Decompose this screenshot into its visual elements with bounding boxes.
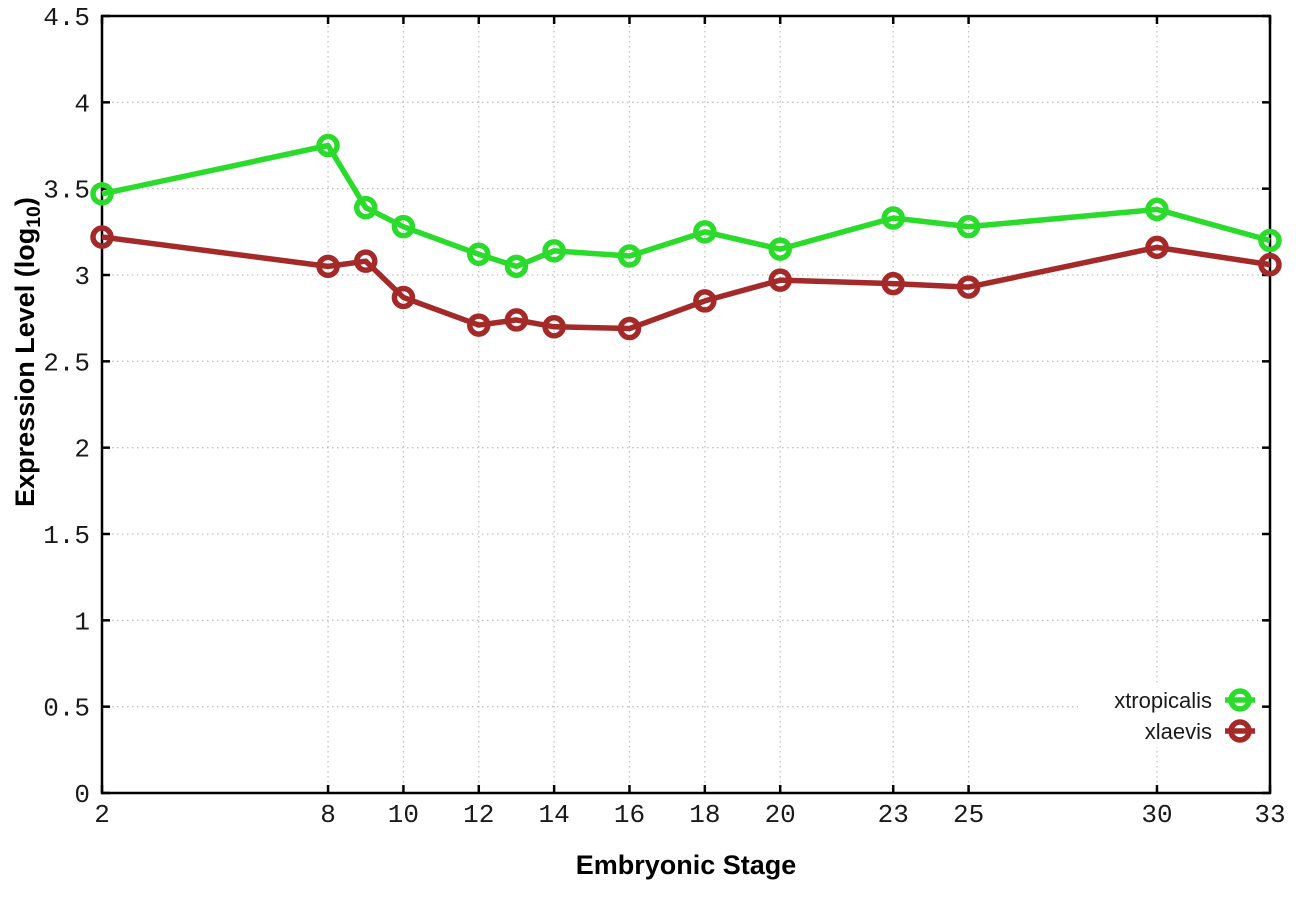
x-tick-label: 10 bbox=[388, 800, 419, 830]
data-point-xlaevis bbox=[353, 249, 378, 273]
y-tick-label: 3 bbox=[74, 262, 90, 292]
data-point-xlaevis bbox=[956, 275, 981, 299]
y-tick-label: 2 bbox=[74, 435, 90, 465]
y-tick-label: 1.5 bbox=[43, 521, 90, 551]
data-point-xlaevis bbox=[881, 271, 905, 296]
legend-marker-xlaevis bbox=[1228, 719, 1252, 743]
data-point-xtropicalis bbox=[768, 237, 792, 261]
data-point-xlaevis bbox=[391, 285, 416, 310]
x-tick-label: 2 bbox=[94, 800, 110, 830]
data-point-xlaevis bbox=[693, 289, 717, 313]
data-point-xtropicalis bbox=[391, 214, 416, 239]
y-axis-title: Expression Level (log10) bbox=[10, 197, 46, 507]
data-point-xtropicalis bbox=[1258, 228, 1282, 253]
y-tick-label: 4.5 bbox=[43, 3, 90, 33]
x-tick-label: 33 bbox=[1254, 800, 1285, 830]
y-tick-label: 0 bbox=[74, 780, 90, 810]
data-point-xtropicalis bbox=[881, 206, 905, 230]
x-tick-label: 25 bbox=[953, 800, 984, 830]
legend-label-xlaevis: xlaevis bbox=[1145, 719, 1212, 744]
data-point-xlaevis bbox=[1145, 235, 1169, 260]
series-line-xlaevis bbox=[101, 234, 1271, 332]
x-tick-label: 12 bbox=[463, 800, 494, 830]
x-tick-label: 8 bbox=[320, 800, 336, 830]
y-tick-label: 4 bbox=[74, 89, 90, 119]
data-point-xlaevis bbox=[90, 225, 114, 249]
y-axis-title-text: Expression Level (log bbox=[9, 227, 40, 507]
y-tick-label: 1 bbox=[74, 607, 90, 637]
y-tick-label: 3.5 bbox=[43, 176, 90, 206]
data-point-xtropicalis bbox=[316, 133, 340, 158]
data-point-xlaevis bbox=[617, 316, 642, 341]
data-point-xtropicalis bbox=[956, 214, 981, 239]
series-line-xtropicalis bbox=[101, 142, 1271, 270]
data-point-xtropicalis bbox=[504, 254, 529, 279]
data-point-xtropicalis bbox=[693, 220, 717, 244]
x-tick-label: 30 bbox=[1141, 800, 1172, 830]
x-axis-title: Embryonic Stage bbox=[575, 850, 797, 880]
y-tick-label: 0.5 bbox=[43, 694, 90, 724]
data-point-xtropicalis bbox=[353, 195, 378, 220]
x-tick-label: 18 bbox=[689, 800, 720, 830]
data-point-xlaevis bbox=[504, 308, 529, 332]
data-point-xlaevis bbox=[1258, 252, 1282, 277]
data-point-xtropicalis bbox=[90, 182, 114, 206]
x-tick-label: 14 bbox=[539, 800, 570, 830]
legend-label-xtropicalis: xtropicalis bbox=[1114, 688, 1212, 713]
data-point-xtropicalis bbox=[467, 242, 491, 267]
data-point-xtropicalis bbox=[1145, 197, 1169, 222]
data-point-xlaevis bbox=[316, 254, 340, 279]
legend-marker-xtropicalis bbox=[1228, 688, 1252, 712]
x-tick-label: 23 bbox=[878, 800, 909, 830]
x-tick-label: 16 bbox=[614, 800, 645, 830]
data-point-xtropicalis bbox=[542, 239, 566, 263]
x-tick-label: 20 bbox=[765, 800, 796, 830]
y-axis-title-close: ) bbox=[9, 197, 40, 207]
data-point-xtropicalis bbox=[617, 244, 642, 268]
y-axis-title-subscript: 10 bbox=[23, 206, 46, 228]
data-point-xlaevis bbox=[467, 313, 491, 337]
plot-border bbox=[100, 14, 1272, 795]
y-tick-label: 2.5 bbox=[43, 348, 90, 378]
data-point-xlaevis bbox=[542, 315, 566, 339]
data-point-xlaevis bbox=[768, 268, 792, 292]
